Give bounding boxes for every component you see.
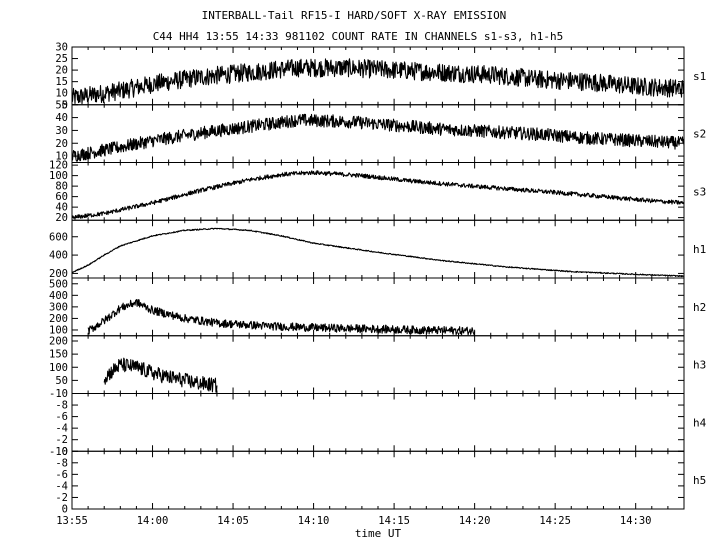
y-tick-label: -8	[55, 400, 68, 412]
y-tick-label: 0	[62, 446, 68, 458]
x-tick-label: 14:10	[298, 515, 330, 527]
y-tick-label: 10	[55, 88, 68, 100]
y-tick-label: 400	[49, 250, 68, 262]
y-tick-label: 20	[55, 212, 68, 224]
x-tick-label: 14:25	[539, 515, 571, 527]
panel-label-h1: h1	[693, 243, 706, 256]
panel-h1: 200 400 600 h1	[49, 219, 706, 280]
y-tick-label: -2	[55, 492, 68, 504]
y-tick-label: 120	[49, 160, 68, 172]
y-tick-label: 40	[55, 202, 68, 214]
y-tick-label: 60	[55, 191, 68, 203]
panel-frame	[71, 450, 685, 510]
panel-label-s3: s3	[693, 185, 706, 198]
panels: 51015202530s11020304050s220406080100120s…	[49, 42, 707, 528]
panel-label-s1: s1	[693, 70, 706, 83]
y-tick-label: 10	[55, 151, 68, 163]
panel-frame	[71, 46, 685, 106]
y-tick-label: 30	[55, 42, 68, 54]
series-line-h1	[71, 227, 685, 278]
y-tick-label: -6	[55, 411, 68, 423]
y-tick-label: 80	[55, 181, 68, 193]
y-tick-label: 20	[55, 65, 68, 77]
x-tick-label: 13:55	[56, 515, 88, 527]
series-line-s1	[71, 58, 685, 105]
y-tick-label: 200	[49, 336, 68, 348]
panel-frame	[71, 335, 685, 394]
x-tick-label: 14:30	[620, 515, 652, 527]
y-tick-label: 20	[55, 138, 68, 150]
y-tick-label: -10	[49, 446, 68, 458]
y-tick-label: -6	[55, 469, 68, 481]
y-tick-label: -2	[55, 434, 68, 446]
panel-frame	[71, 219, 685, 279]
y-tick-label: -8	[55, 457, 68, 469]
x-tick-label: 14:15	[378, 515, 410, 527]
panel-label-h2: h2	[693, 301, 706, 314]
panel-label-h4: h4	[693, 416, 707, 429]
y-tick-label: 0	[62, 504, 68, 516]
chart-title: INTERBALL-Tail RF15-I HARD/SOFT X-RAY EM…	[202, 9, 507, 22]
y-tick-label: 15	[55, 76, 68, 88]
y-tick-label: 150	[49, 349, 68, 361]
x-tick-label: 14:05	[217, 515, 249, 527]
x-tick-label: 14:00	[137, 515, 169, 527]
series-line-s3	[71, 170, 685, 220]
y-tick-label: -4	[55, 480, 68, 492]
x-axis: 13:55 14:00 14:05 14:10 14:15 14:20 14:25 14:30	[56, 515, 651, 527]
y-tick-label: 400	[49, 290, 68, 302]
panel-label-h5: h5	[693, 474, 706, 487]
series-line-h2	[87, 298, 476, 336]
y-tick-label: 50	[55, 375, 68, 387]
chart-subtitle: C44 HH4 13:55 14:33 981102 COUNT RATE IN…	[153, 30, 564, 43]
y-tick-label: 100	[49, 170, 68, 182]
x-axis-label: time UT	[355, 527, 402, 540]
y-tick-label: 50	[55, 99, 68, 111]
panel-label-h3: h3	[693, 359, 706, 372]
x-tick-label: 14:20	[459, 515, 491, 527]
y-tick-label: 500	[49, 278, 68, 290]
y-tick-label: 40	[55, 112, 68, 124]
y-tick-label: 200	[49, 313, 68, 325]
panel-frame	[71, 393, 685, 452]
series-line-s2	[71, 113, 685, 162]
y-tick-label: 600	[49, 231, 68, 243]
y-tick-label: 5	[62, 99, 68, 111]
y-tick-label: 30	[55, 125, 68, 137]
y-tick-label: 300	[49, 301, 68, 313]
series-line-h3	[103, 357, 218, 393]
panel-label-s2: s2	[693, 128, 706, 141]
y-tick-label: -4	[55, 423, 68, 435]
y-tick-label: 100	[49, 324, 68, 336]
y-tick-label: 100	[49, 362, 68, 374]
panel-frame	[71, 162, 685, 221]
y-tick-label: -10	[49, 388, 68, 400]
y-tick-label: 25	[55, 53, 68, 65]
y-tick-label: 200	[49, 268, 68, 280]
